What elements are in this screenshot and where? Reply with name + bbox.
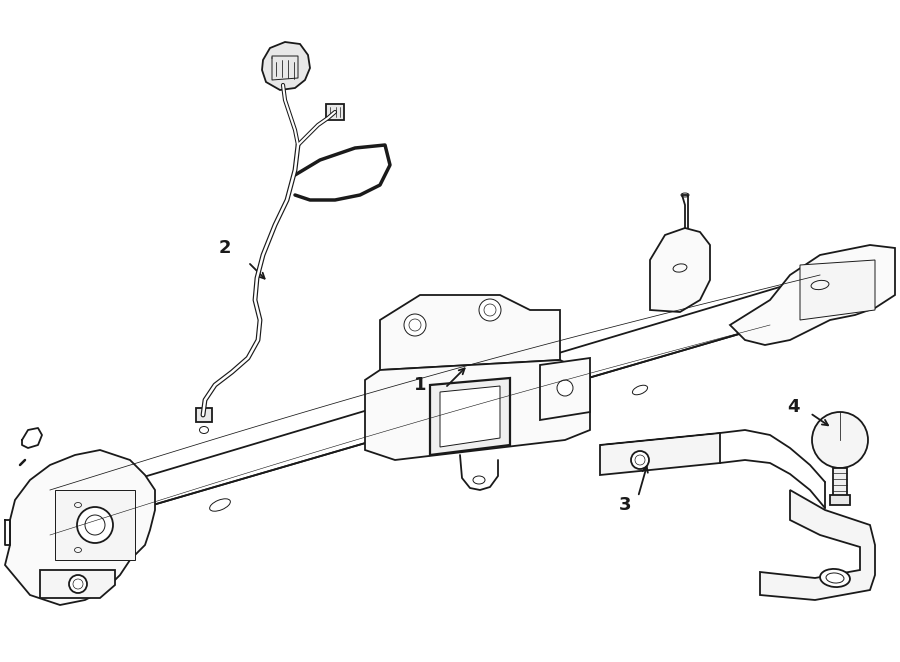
Polygon shape — [833, 468, 847, 498]
Circle shape — [479, 299, 501, 321]
Circle shape — [77, 507, 113, 543]
Circle shape — [812, 412, 868, 468]
Polygon shape — [650, 228, 710, 312]
Text: 2: 2 — [219, 239, 231, 257]
Polygon shape — [40, 570, 115, 598]
Polygon shape — [830, 495, 850, 505]
Polygon shape — [196, 408, 212, 422]
Polygon shape — [5, 450, 155, 605]
Polygon shape — [55, 490, 135, 560]
Polygon shape — [430, 378, 510, 455]
Polygon shape — [50, 275, 820, 535]
Circle shape — [69, 575, 87, 593]
Text: 4: 4 — [787, 398, 799, 416]
Polygon shape — [365, 360, 590, 460]
Circle shape — [85, 515, 105, 535]
Circle shape — [557, 380, 573, 396]
Polygon shape — [326, 104, 344, 120]
Polygon shape — [440, 386, 500, 447]
Ellipse shape — [826, 573, 844, 583]
Polygon shape — [380, 295, 560, 370]
Polygon shape — [600, 433, 720, 445]
Polygon shape — [800, 260, 875, 320]
Ellipse shape — [820, 569, 850, 587]
Polygon shape — [540, 358, 590, 420]
Polygon shape — [262, 42, 310, 90]
Polygon shape — [760, 490, 875, 600]
Polygon shape — [600, 433, 720, 475]
Circle shape — [631, 451, 649, 469]
Text: 1: 1 — [414, 376, 427, 394]
Circle shape — [404, 314, 426, 336]
Text: 3: 3 — [619, 496, 631, 514]
Polygon shape — [730, 245, 895, 345]
